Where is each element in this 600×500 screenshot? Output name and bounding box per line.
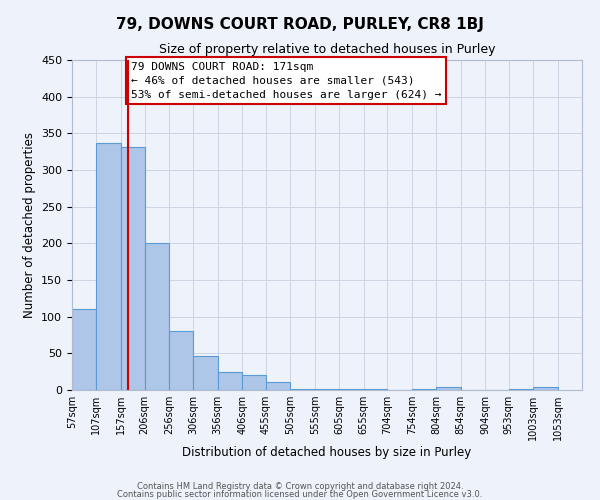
Bar [290, 388, 315, 390]
Text: Contains public sector information licensed under the Open Government Licence v3: Contains public sector information licen… [118, 490, 482, 499]
Bar [121, 146, 145, 390]
Bar [97, 143, 121, 390]
Y-axis label: Number of detached properties: Number of detached properties [23, 132, 35, 318]
Bar [266, 382, 290, 390]
Bar [145, 244, 169, 390]
Text: Contains HM Land Registry data © Crown copyright and database right 2024.: Contains HM Land Registry data © Crown c… [137, 482, 463, 491]
Bar [169, 332, 193, 390]
Bar [315, 388, 339, 390]
Bar [193, 356, 218, 390]
Bar [533, 387, 557, 390]
Bar [242, 374, 266, 390]
Bar [364, 388, 388, 390]
Bar [72, 310, 97, 390]
X-axis label: Distribution of detached houses by size in Purley: Distribution of detached houses by size … [182, 446, 472, 459]
Bar [509, 388, 533, 390]
Bar [339, 388, 364, 390]
Bar [218, 372, 242, 390]
Title: Size of property relative to detached houses in Purley: Size of property relative to detached ho… [159, 43, 495, 56]
Bar [412, 388, 436, 390]
Text: 79 DOWNS COURT ROAD: 171sqm
← 46% of detached houses are smaller (543)
53% of se: 79 DOWNS COURT ROAD: 171sqm ← 46% of det… [131, 62, 441, 100]
Bar [436, 387, 461, 390]
Text: 79, DOWNS COURT ROAD, PURLEY, CR8 1BJ: 79, DOWNS COURT ROAD, PURLEY, CR8 1BJ [116, 18, 484, 32]
